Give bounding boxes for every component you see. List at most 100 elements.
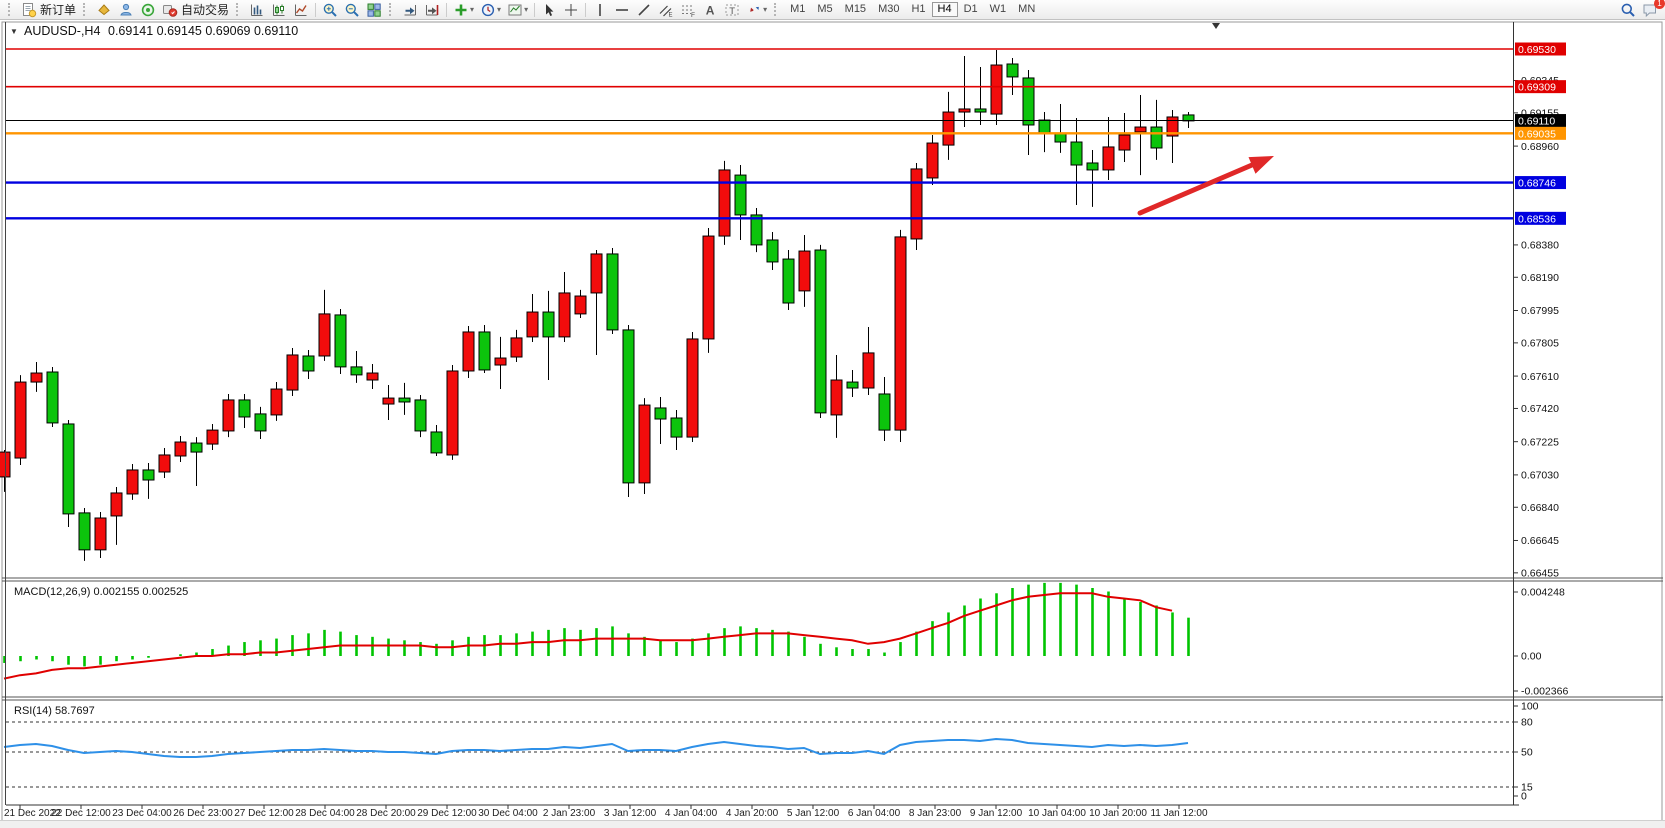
chart-shift-marker[interactable] bbox=[1212, 23, 1220, 29]
time-tick-label: 29 Dec 12:00 bbox=[417, 808, 477, 819]
new-order-button[interactable]: 新订单 bbox=[18, 1, 79, 19]
chart-background bbox=[0, 22, 1665, 828]
vline-glyph bbox=[599, 3, 601, 16]
crosshair-icon[interactable] bbox=[560, 1, 582, 19]
bar-chart-icon[interactable] bbox=[246, 1, 268, 19]
signals-icon[interactable] bbox=[137, 1, 159, 19]
candle-bearish bbox=[1070, 141, 1083, 166]
candle-bullish bbox=[110, 492, 123, 517]
macd-tick-label: 0.00 bbox=[1521, 651, 1542, 663]
candle-bullish bbox=[910, 168, 923, 240]
candle-bullish bbox=[590, 253, 603, 294]
candle-bearish bbox=[414, 399, 427, 432]
timeframe-m1[interactable]: M1 bbox=[790, 3, 806, 15]
auto-trading-button-label: 自动交易 bbox=[181, 3, 230, 17]
rsi-pane bbox=[3, 721, 1519, 806]
candle-bullish bbox=[174, 441, 187, 457]
time-tick-label: 6 Jan 04:00 bbox=[848, 808, 901, 819]
candle-bullish bbox=[1134, 126, 1147, 133]
search-icon[interactable] bbox=[1617, 1, 1639, 19]
price-axis[interactable]: 0.693450.691550.689600.683800.681900.679… bbox=[1513, 22, 1568, 805]
trend-arrow-line[interactable] bbox=[1137, 162, 1255, 216]
cursor-glyph bbox=[546, 3, 554, 16]
candle-bearish bbox=[846, 381, 859, 389]
chart-collapse-icon[interactable]: ▼ bbox=[10, 27, 18, 36]
text-icon[interactable]: A bbox=[699, 1, 721, 19]
candle-bearish bbox=[670, 417, 683, 438]
macd-tick-label: -0.002366 bbox=[1521, 686, 1568, 698]
timeframe-m30[interactable]: M30 bbox=[878, 3, 900, 15]
price-line-badge bbox=[1515, 114, 1566, 128]
candle-bullish bbox=[318, 313, 331, 357]
auto-scroll-icon[interactable] bbox=[399, 1, 421, 19]
periods-icon[interactable]: ▾ bbox=[477, 1, 504, 19]
auto-trading-button[interactable]: 自动交易 bbox=[159, 1, 232, 19]
candle-bullish bbox=[718, 169, 731, 237]
zoom-in-glyph bbox=[323, 3, 337, 17]
search-glyph bbox=[1621, 3, 1635, 17]
line-chart-icon[interactable] bbox=[290, 1, 312, 19]
arrows-icon[interactable]: ▾ bbox=[743, 1, 770, 19]
timeframe-h4[interactable]: H4 bbox=[931, 2, 958, 17]
fibonacci-icon[interactable]: F bbox=[677, 1, 699, 19]
time-tick-label: 21 Dec 2022 bbox=[4, 808, 61, 819]
indicators-glyph bbox=[455, 4, 467, 15]
zoom-in-icon[interactable] bbox=[319, 1, 341, 19]
dropdown-arrow-icon[interactable]: ▾ bbox=[470, 5, 475, 14]
indicators-icon[interactable]: ▾ bbox=[450, 1, 477, 19]
candlestick-chart-icon[interactable] bbox=[268, 1, 290, 19]
dropdown-arrow-icon[interactable]: ▾ bbox=[763, 5, 768, 14]
time-tick-label: 2 Jan 23:00 bbox=[543, 808, 596, 819]
time-tick-label: 9 Jan 12:00 bbox=[970, 808, 1023, 819]
timeframe-mn[interactable]: MN bbox=[1018, 3, 1036, 15]
vertical-line-icon[interactable] bbox=[589, 1, 611, 19]
candle-bearish bbox=[1150, 126, 1163, 149]
tile-windows-icon[interactable] bbox=[363, 1, 385, 19]
timeframe-h1[interactable]: H1 bbox=[911, 3, 926, 15]
candle-bearish bbox=[430, 431, 443, 454]
candle-bullish bbox=[270, 388, 283, 416]
text-label-icon[interactable]: T bbox=[721, 1, 743, 19]
candle-bullish bbox=[798, 250, 811, 292]
wallet-icon[interactable] bbox=[93, 1, 115, 19]
horizontal-line-icon[interactable] bbox=[611, 1, 633, 19]
candle-bullish bbox=[1118, 134, 1131, 151]
timeframe-m5[interactable]: M5 bbox=[817, 3, 833, 15]
candle-bearish bbox=[190, 442, 203, 453]
toolbar-gripper bbox=[83, 3, 89, 16]
candles-layer bbox=[0, 50, 1195, 561]
candle-bullish bbox=[366, 372, 379, 381]
templates-icon[interactable]: ▾ bbox=[504, 1, 531, 19]
timeframe-d1[interactable]: D1 bbox=[963, 3, 978, 15]
toolbar-gripper bbox=[389, 3, 395, 16]
candle-bearish bbox=[654, 407, 667, 420]
candle-bullish bbox=[14, 381, 27, 459]
trend-arrow-head[interactable] bbox=[1248, 156, 1275, 174]
crosshair-glyph bbox=[565, 3, 578, 16]
equidistant-channel-icon[interactable]: E bbox=[655, 1, 677, 19]
zoom-out-icon[interactable] bbox=[341, 1, 363, 19]
dropdown-arrow-icon[interactable]: ▾ bbox=[524, 5, 529, 14]
chart-shift-icon[interactable] bbox=[421, 1, 443, 19]
profile-icon[interactable] bbox=[115, 1, 137, 19]
trendline-icon[interactable] bbox=[633, 1, 655, 19]
time-tick-label: 10 Jan 04:00 bbox=[1028, 808, 1086, 819]
auto-scroll-glyph bbox=[404, 4, 417, 15]
candle-bearish bbox=[1022, 77, 1035, 126]
price-line-badge bbox=[1515, 80, 1566, 94]
dropdown-arrow-icon[interactable]: ▾ bbox=[497, 5, 502, 14]
candle-bearish bbox=[622, 329, 635, 484]
candle-bearish bbox=[334, 314, 347, 368]
chat-icon[interactable]: 1 bbox=[1639, 0, 1665, 19]
time-tick-label: 3 Jan 12:00 bbox=[604, 808, 657, 819]
candle-bearish bbox=[142, 469, 155, 481]
window-resize-strip bbox=[0, 820, 1665, 828]
cursor-icon[interactable] bbox=[538, 1, 560, 19]
timeframe-m15[interactable]: M15 bbox=[844, 3, 867, 15]
timeframe-w1[interactable]: W1 bbox=[989, 3, 1007, 15]
time-tick-label: 4 Jan 04:00 bbox=[665, 808, 718, 819]
price-tick-label: 0.67030 bbox=[1521, 470, 1559, 482]
candle-bullish bbox=[286, 354, 299, 391]
